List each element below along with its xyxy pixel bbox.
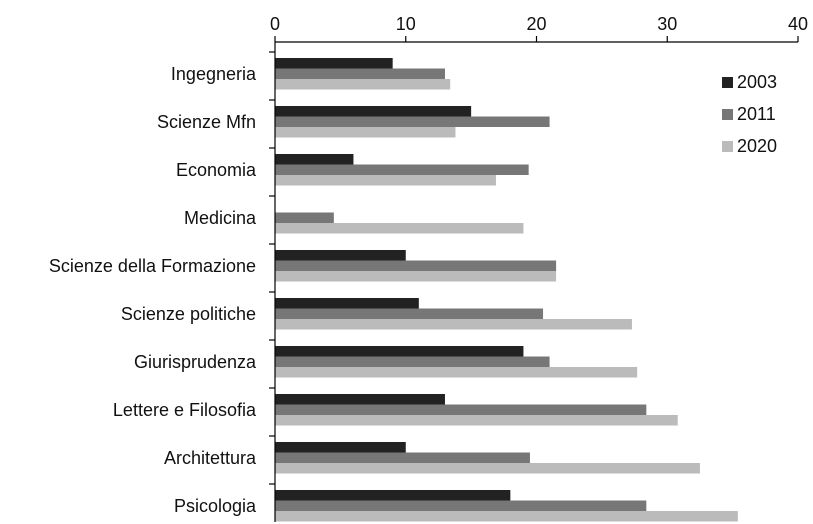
bar-2020-lettere-e-filosofia <box>275 415 678 426</box>
bar-2020-medicina <box>275 223 524 234</box>
bar-2003-psicologia <box>275 490 511 501</box>
category-label: Economia <box>176 160 257 180</box>
x-tick-label: 0 <box>270 14 280 34</box>
bar-2011-medicina <box>275 212 334 223</box>
legend-swatch-2011 <box>722 109 733 120</box>
x-tick-label: 40 <box>788 14 808 34</box>
bar-2003-giurisprudenza <box>275 346 524 357</box>
legend: 2003 2011 2020 <box>722 72 777 156</box>
bar-2003-architettura <box>275 442 406 453</box>
legend-label-2020: 2020 <box>737 136 777 156</box>
legend-label-2003: 2003 <box>737 72 777 92</box>
bar-2003-scienze-mfn <box>275 106 472 117</box>
axes-group: Ingegneria Scienze Mfn Economia Medicina Sci… <box>49 14 808 522</box>
bar-2003-scienze-politiche <box>275 298 419 309</box>
legend-swatch-2003 <box>722 77 733 88</box>
bar-2003-economia <box>275 154 354 165</box>
bar-2020-scienze-mfn <box>275 127 456 138</box>
bar-2020-giurisprudenza <box>275 367 638 378</box>
bar-2011-scienze-mfn <box>275 116 550 127</box>
legend-label-2011: 2011 <box>737 104 776 124</box>
bar-2020-ingegneria <box>275 79 451 90</box>
bar-2011-architettura <box>275 452 530 463</box>
category-label: Architettura <box>164 448 257 468</box>
bar-2020-scienze-della-formazione <box>275 271 557 282</box>
bar-2003-ingegneria <box>275 58 393 69</box>
bar-2011-economia <box>275 164 529 175</box>
bar-2011-lettere-e-filosofia <box>275 404 647 415</box>
category-label: Ingegneria <box>171 64 257 84</box>
bars-group <box>275 58 738 522</box>
bar-2011-scienze-della-formazione <box>275 260 557 271</box>
bar-2011-giurisprudenza <box>275 356 550 367</box>
x-tick-label: 20 <box>526 14 546 34</box>
bar-2003-scienze-della-formazione <box>275 250 406 261</box>
bar-2011-psicologia <box>275 500 647 511</box>
category-label: Psicologia <box>174 496 257 516</box>
bar-2020-architettura <box>275 463 700 474</box>
bar-2020-scienze-politiche <box>275 319 632 330</box>
category-label: Medicina <box>184 208 257 228</box>
category-label: Scienze politiche <box>121 304 256 324</box>
bar-2011-ingegneria <box>275 68 445 79</box>
bar-2020-psicologia <box>275 511 738 522</box>
bar-2003-lettere-e-filosofia <box>275 394 445 405</box>
bar-2011-scienze-politiche <box>275 308 544 319</box>
x-tick-label: 30 <box>657 14 677 34</box>
category-label: Scienze Mfn <box>157 112 256 132</box>
x-tick-label: 10 <box>396 14 416 34</box>
category-label: Lettere e Filosofia <box>113 400 257 420</box>
category-label: Giurisprudenza <box>134 352 257 372</box>
legend-swatch-2020 <box>722 141 733 152</box>
category-label: Scienze della Formazione <box>49 256 256 276</box>
bar-2020-economia <box>275 175 496 186</box>
